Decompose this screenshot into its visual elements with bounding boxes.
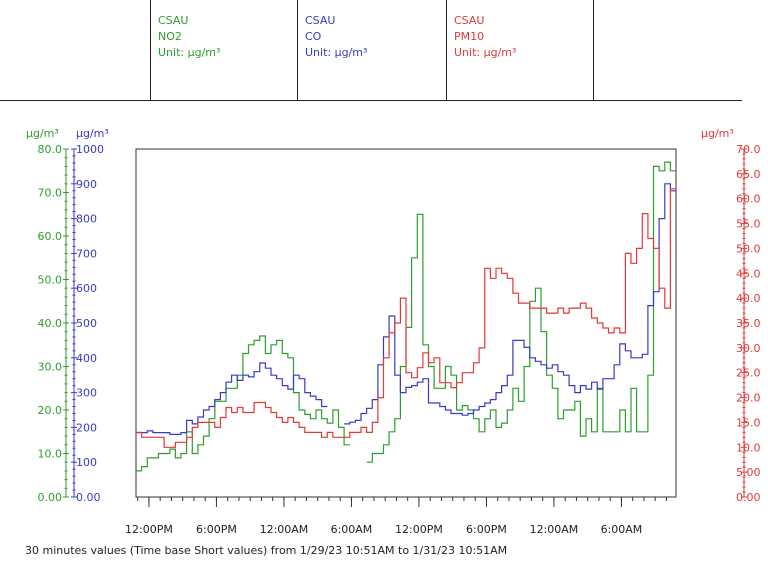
co-tick-label: 200: [76, 421, 97, 434]
co-tick-label: 0.00: [76, 491, 101, 504]
pm10-tick-label: 30.0: [736, 342, 761, 355]
no2-tick-label: 30.0: [38, 361, 63, 374]
legend-pollutant: PM10: [454, 30, 485, 43]
series-no2-line: [136, 161, 676, 472]
pm10-tick-label: 50.0: [736, 242, 761, 255]
co-tick-label: 500: [76, 317, 97, 330]
no2-tick-label: 50.0: [38, 274, 63, 287]
no2-unit-label: µg/m³: [26, 127, 59, 140]
x-tick-label: 6:00AM: [331, 523, 373, 536]
legend-cell-co: CSAU CO Unit: µg/m³: [297, 0, 444, 100]
legend-header: CSAU NO2 Unit: µg/m³ CSAU CO Unit: µg/m³…: [0, 0, 742, 101]
no2-tick-label: 60.0: [38, 230, 63, 243]
pm10-tick-label: 70.0: [736, 143, 761, 156]
pm10-tick-label: 45.0: [736, 267, 761, 280]
legend-pollutant: CO: [305, 30, 322, 43]
no2-tick-label: 80.0: [38, 143, 63, 156]
series-co-line: [136, 183, 676, 435]
co-tick-label: 300: [76, 387, 97, 400]
legend-divider: [593, 0, 594, 100]
pm10-tick-label: 35.0: [736, 317, 761, 330]
co-unit-label: µg/m³: [76, 127, 109, 140]
legend-unit: Unit: µg/m³: [305, 46, 368, 59]
no2-tick-label: 40.0: [38, 317, 63, 330]
legend-cell-pm10: CSAU PM10 Unit: µg/m³: [446, 0, 593, 100]
co-tick-label: 700: [76, 247, 97, 260]
pm10-tick-label: 40.0: [736, 292, 761, 305]
co-tick-label: 600: [76, 282, 97, 295]
co-tick-label: 400: [76, 352, 97, 365]
no2-tick-label: 20.0: [38, 404, 63, 417]
pm10-tick-label: 10.0: [736, 441, 761, 454]
x-tick-label: 12:00PM: [395, 523, 443, 536]
co-tick-label: 100: [76, 456, 97, 469]
co-tick-label: 800: [76, 213, 97, 226]
legend-cell-no2: CSAU NO2 Unit: µg/m³: [150, 0, 297, 100]
legend-station: CSAU: [158, 14, 189, 27]
legend-station: CSAU: [305, 14, 336, 27]
legend-station: CSAU: [454, 14, 485, 27]
pm10-tick-label: 65.0: [736, 168, 761, 181]
pm10-tick-label: 20.0: [736, 392, 761, 405]
no2-tick-label: 0.00: [38, 491, 63, 504]
x-tick-label: 6:00AM: [601, 523, 643, 536]
pm10-tick-label: 0.00: [736, 491, 761, 504]
time-range-caption: 30 minutes values (Time base Short value…: [25, 544, 508, 557]
x-tick-label: 6:00PM: [466, 523, 507, 536]
air-quality-chart: µg/m³ 0.00 10.0 20.0 30.0 40.0 50.0 60.0 70.0 80.…: [26, 127, 761, 536]
co-tick-label: 900: [76, 178, 97, 191]
co-tick-label: 1000: [76, 143, 104, 156]
pm10-tick-label: 25.0: [736, 367, 761, 380]
pm10-tick-label: 55.0: [736, 218, 761, 231]
legend-unit: Unit: µg/m³: [158, 46, 221, 59]
no2-tick-label: 10.0: [38, 448, 63, 461]
plot-area: [135, 148, 677, 498]
pm10-tick-label: 60.0: [736, 193, 761, 206]
pm10-unit-label: µg/m³: [701, 127, 734, 140]
x-tick-label: 12:00AM: [530, 523, 579, 536]
x-tick-label: 12:00AM: [260, 523, 309, 536]
x-tick-label: 6:00PM: [196, 523, 237, 536]
no2-tick-label: 70.0: [38, 187, 63, 200]
pm10-tick-label: 5.00: [736, 466, 761, 479]
x-tick-label: 12:00PM: [125, 523, 173, 536]
series-pm10-line: [136, 188, 676, 448]
pm10-tick-label: 15.0: [736, 416, 761, 429]
legend-pollutant: NO2: [158, 30, 182, 43]
legend-unit: Unit: µg/m³: [454, 46, 517, 59]
